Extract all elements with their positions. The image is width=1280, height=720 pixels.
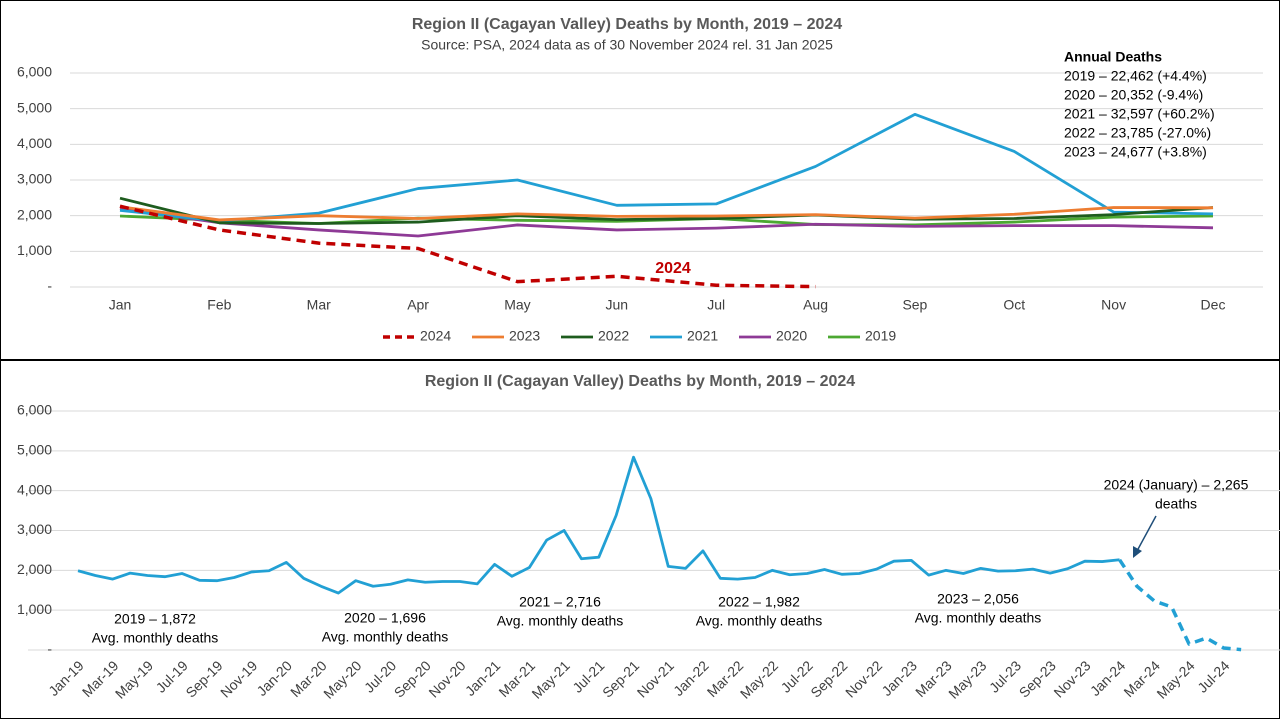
legend-label: 2024 — [420, 328, 451, 344]
y-tick-label: 6,000 — [17, 402, 52, 418]
annotation: Avg. monthly deaths — [915, 610, 1042, 626]
annotation: Avg. monthly deaths — [322, 629, 449, 645]
series-line — [77, 455, 1120, 595]
legend-label: 2023 — [509, 328, 540, 344]
x-tick-label: Aug — [803, 297, 828, 313]
chart-title: Region II (Cagayan Valley) Deaths by Mon… — [412, 16, 842, 33]
annotation: deaths — [1155, 496, 1197, 512]
annual-line: 2020 – 20,352 (-9.4%) — [1064, 87, 1203, 103]
x-tick-label: Apr — [407, 297, 429, 313]
y-tick-label: 3,000 — [17, 521, 52, 537]
annotation: 2020 – 1,696 — [344, 610, 426, 626]
annotation: 2023 – 2,056 — [937, 591, 1019, 607]
annotation: 2022 – 1,982 — [718, 594, 800, 610]
legend-label: 2022 — [598, 328, 629, 344]
legend-label: 2021 — [687, 328, 718, 344]
annual-line: 2019 – 22,462 (+4.4%) — [1064, 68, 1207, 84]
x-tick-label: Mar — [307, 297, 331, 313]
annual-line: 2023 – 24,677 (+3.8%) — [1064, 144, 1207, 160]
y-tick-label: 1,000 — [17, 242, 52, 258]
legend-label: 2020 — [776, 328, 807, 344]
y-tick-label: 3,000 — [17, 171, 52, 187]
x-tick-label: Jan — [109, 297, 132, 313]
x-tick-label: Feb — [207, 297, 231, 313]
y-tick-label: 1,000 — [17, 601, 52, 617]
chart-subtitle: Source: PSA, 2024 data as of 30 November… — [421, 37, 833, 53]
annotation: 2024 (January) – 2,265 — [1104, 477, 1249, 493]
annotation: 2019 – 1,872 — [114, 611, 196, 627]
x-tick-label: Jun — [606, 297, 629, 313]
legend-label: 2019 — [865, 328, 896, 344]
x-tick-label: Sep — [902, 297, 927, 313]
annual-line: 2021 – 32,597 (+60.2%) — [1064, 106, 1215, 122]
chart-title: Region II (Cagayan Valley) Deaths by Mon… — [425, 373, 855, 390]
y-tick-label: 4,000 — [17, 135, 52, 151]
y-tick-label: 5,000 — [17, 442, 52, 458]
y-tick-label: - — [47, 278, 52, 294]
series-line — [119, 207, 1214, 238]
series-line — [119, 204, 816, 289]
x-tick-label: Dec — [1201, 297, 1226, 313]
y-tick-label: 6,000 — [17, 64, 52, 80]
annotation: Avg. monthly deaths — [497, 613, 624, 629]
series-line — [119, 112, 1214, 223]
annual-line: 2022 – 23,785 (-27.0%) — [1064, 125, 1211, 141]
annotation-arrow — [1136, 515, 1157, 552]
y-tick-label: - — [47, 641, 52, 657]
x-tick-label: Oct — [1003, 297, 1025, 313]
annotation: Avg. monthly deaths — [92, 630, 219, 646]
series-label: 2024 — [655, 260, 691, 277]
y-tick-label: 5,000 — [17, 99, 52, 115]
arrow-head — [1133, 546, 1142, 558]
series-line — [119, 205, 1214, 222]
annual-title: Annual Deaths — [1064, 49, 1162, 65]
bottom-panel — [0, 360, 1280, 719]
series-line — [1118, 558, 1242, 652]
x-tick-label: May — [504, 297, 530, 313]
annotation: 2021 – 2,716 — [519, 594, 601, 610]
y-tick-label: 2,000 — [17, 206, 52, 222]
annotation: Avg. monthly deaths — [696, 613, 823, 629]
y-tick-label: 4,000 — [17, 481, 52, 497]
x-tick-label: Nov — [1101, 297, 1126, 313]
x-tick-label: Jul — [707, 297, 725, 313]
series-line — [119, 196, 1214, 225]
y-tick-label: 2,000 — [17, 561, 52, 577]
